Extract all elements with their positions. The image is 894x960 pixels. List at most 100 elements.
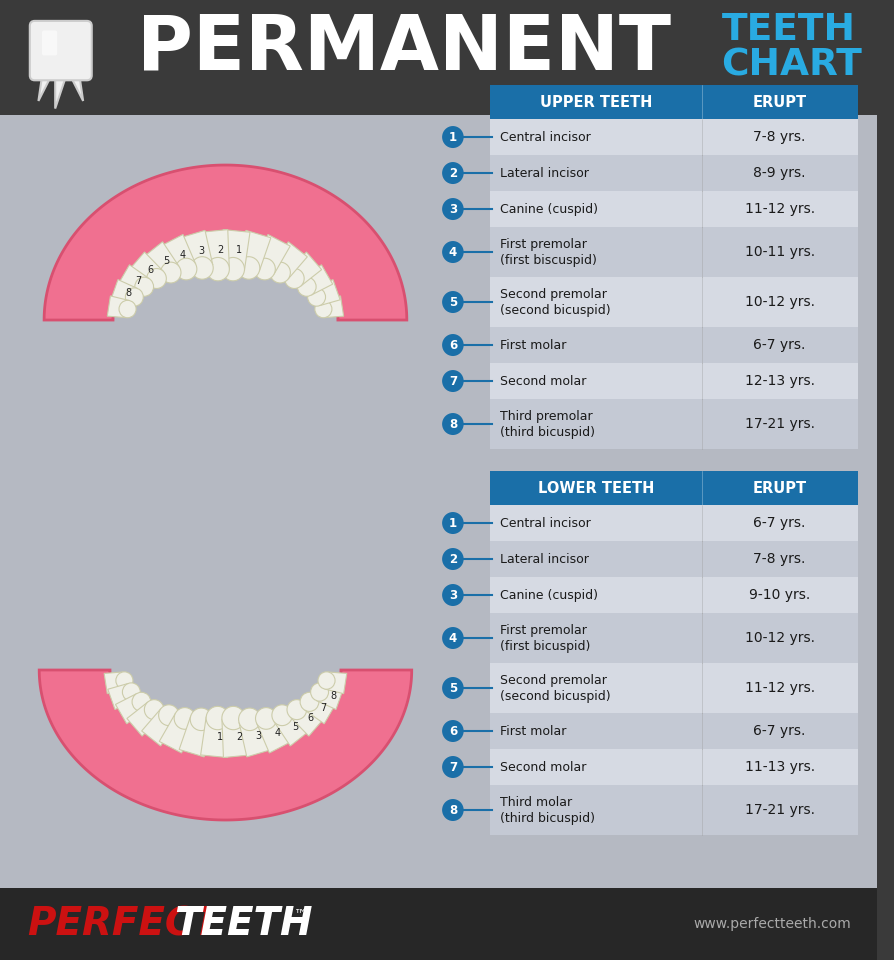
Polygon shape	[38, 75, 52, 101]
Text: Central incisor: Central incisor	[500, 131, 590, 144]
Bar	[490, 577, 856, 613]
Text: 1: 1	[448, 131, 457, 144]
Text: 3: 3	[448, 203, 457, 216]
Polygon shape	[255, 234, 290, 274]
Text: First premolar
(first bicuspid): First premolar (first bicuspid)	[500, 623, 590, 653]
Bar	[490, 663, 856, 713]
Text: Canine (cuspid): Canine (cuspid)	[500, 588, 597, 602]
Text: 5: 5	[448, 296, 457, 308]
Circle shape	[272, 705, 292, 726]
Text: 8: 8	[448, 418, 457, 430]
Polygon shape	[107, 684, 134, 709]
Circle shape	[315, 300, 332, 318]
Text: 8: 8	[330, 690, 336, 701]
Circle shape	[125, 288, 143, 306]
Bar	[490, 155, 856, 191]
Bar	[490, 363, 856, 399]
Polygon shape	[107, 296, 129, 318]
Text: First molar: First molar	[500, 725, 566, 737]
Text: Second premolar
(second bicuspid): Second premolar (second bicuspid)	[500, 674, 610, 703]
Circle shape	[115, 672, 133, 689]
Text: 4: 4	[448, 246, 457, 258]
Circle shape	[442, 584, 463, 606]
Polygon shape	[104, 672, 125, 694]
Text: 6: 6	[448, 725, 457, 737]
Polygon shape	[200, 717, 229, 757]
Text: 1: 1	[235, 245, 241, 255]
Polygon shape	[274, 708, 309, 746]
Polygon shape	[39, 670, 411, 820]
Text: 10-12 yrs.: 10-12 yrs.	[744, 631, 814, 645]
Polygon shape	[118, 265, 148, 295]
Circle shape	[442, 126, 463, 148]
Circle shape	[442, 291, 463, 313]
Polygon shape	[141, 708, 177, 746]
Polygon shape	[325, 672, 346, 694]
Text: 3: 3	[198, 246, 204, 256]
Text: 7-8 yrs.: 7-8 yrs.	[753, 130, 805, 144]
Bar	[490, 85, 856, 119]
Text: PERFECT: PERFECT	[28, 905, 220, 943]
Text: 2: 2	[448, 553, 457, 565]
Polygon shape	[238, 230, 271, 271]
Bar	[490, 327, 856, 363]
Text: CHART: CHART	[721, 47, 862, 83]
Circle shape	[160, 262, 181, 283]
Polygon shape	[290, 702, 324, 736]
Circle shape	[442, 198, 463, 220]
Text: ERUPT: ERUPT	[752, 94, 805, 109]
Circle shape	[442, 756, 463, 778]
Text: 5: 5	[448, 682, 457, 694]
Polygon shape	[301, 265, 333, 295]
Polygon shape	[288, 252, 321, 286]
Circle shape	[308, 288, 325, 306]
Bar	[490, 119, 856, 155]
Polygon shape	[272, 242, 307, 279]
Circle shape	[191, 256, 213, 279]
Circle shape	[442, 162, 463, 184]
Circle shape	[144, 700, 164, 720]
Text: 1: 1	[448, 516, 457, 530]
Circle shape	[287, 700, 307, 720]
Polygon shape	[313, 279, 340, 305]
Bar	[0, 115, 876, 888]
Bar	[490, 191, 856, 227]
Text: Lateral incisor: Lateral incisor	[500, 166, 588, 180]
Polygon shape	[129, 252, 163, 286]
Text: Lateral incisor: Lateral incisor	[500, 553, 588, 565]
Circle shape	[222, 707, 245, 730]
Text: UPPER TEETH: UPPER TEETH	[539, 94, 652, 109]
Circle shape	[442, 720, 463, 742]
Text: First molar: First molar	[500, 339, 566, 351]
Circle shape	[317, 672, 334, 689]
Text: 2: 2	[448, 166, 457, 180]
Circle shape	[270, 262, 290, 283]
Text: Canine (cuspid): Canine (cuspid)	[500, 203, 597, 216]
Text: 2: 2	[236, 732, 242, 742]
Text: 3: 3	[448, 588, 457, 602]
Polygon shape	[180, 230, 213, 271]
Circle shape	[442, 413, 463, 435]
Text: 8: 8	[125, 288, 131, 299]
Text: 6-7 yrs.: 6-7 yrs.	[753, 516, 805, 530]
Text: 5: 5	[163, 256, 169, 266]
Circle shape	[190, 708, 212, 731]
Circle shape	[135, 277, 154, 297]
Circle shape	[175, 258, 197, 280]
Polygon shape	[161, 234, 196, 274]
Polygon shape	[44, 165, 407, 320]
Circle shape	[222, 257, 244, 281]
Text: 11-13 yrs.: 11-13 yrs.	[744, 760, 814, 774]
Circle shape	[158, 705, 179, 726]
Text: 11-12 yrs.: 11-12 yrs.	[744, 202, 814, 216]
Circle shape	[442, 241, 463, 263]
Circle shape	[442, 548, 463, 570]
Polygon shape	[70, 75, 83, 101]
Circle shape	[239, 708, 260, 731]
Text: 6-7 yrs.: 6-7 yrs.	[753, 338, 805, 352]
Text: 7-8 yrs.: 7-8 yrs.	[753, 552, 805, 566]
Polygon shape	[143, 242, 179, 279]
Circle shape	[310, 683, 328, 701]
Text: Second molar: Second molar	[500, 760, 586, 774]
Circle shape	[174, 708, 195, 730]
